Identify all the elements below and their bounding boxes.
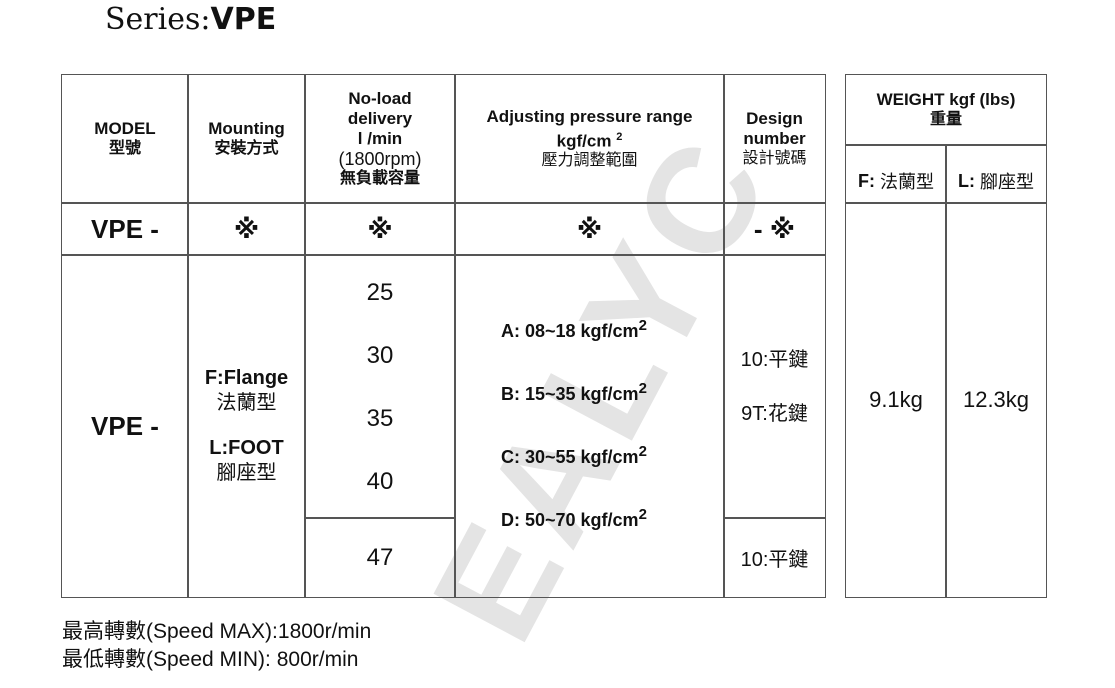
delivery-value: 30	[366, 341, 394, 369]
delivery-value: 35	[366, 404, 394, 432]
pressure-b: B: 15~35 kgf/cm2	[501, 360, 647, 423]
pressure-a: A: 08~18 kgf/cm2	[501, 297, 647, 360]
text: 腳座型	[216, 462, 277, 484]
series-label: Series:	[105, 2, 211, 37]
header-weight-l: L: 腳座型	[945, 144, 1047, 204]
speed-max: 最高轉數(Speed MAX):1800r/min	[62, 620, 372, 643]
design-extra: 10:平鍵	[723, 517, 826, 598]
pressure-d: D: 50~70 kgf/cm2	[501, 486, 647, 549]
body-model: VPE -	[61, 254, 189, 598]
body-mounting: F:Flange 法蘭型 L:FOOT 腳座型	[187, 254, 306, 598]
text: F:	[857, 170, 875, 191]
text: WEIGHT kgf (lbs)	[876, 90, 1016, 109]
code-model: VPE -	[61, 202, 189, 256]
weight-f-value: 9.1kg	[845, 202, 947, 598]
text: 重量	[929, 111, 962, 128]
header-weight: WEIGHT kgf (lbs) 重量	[845, 74, 1047, 146]
text: 法蘭型	[216, 392, 277, 414]
code-pressure: ※	[454, 202, 725, 256]
delivery-value: 25	[366, 278, 394, 306]
text: 設計號碼	[742, 150, 807, 167]
delivery-value: 40	[366, 467, 394, 495]
delivery-extra: 47	[304, 517, 456, 598]
body-deliveries: 25 30 35 40	[304, 254, 456, 519]
text: Adjusting pressure range	[486, 106, 693, 126]
text: l /min	[357, 129, 403, 148]
design-value: 9T:花鍵	[741, 402, 808, 425]
header-pressure: Adjusting pressure range kgf/cm 2 壓力調整範圍	[454, 74, 725, 204]
text: 無負載容量	[339, 170, 420, 187]
footnotes: 最高轉數(Speed MAX):1800r/min 最低轉數(Speed MIN…	[62, 618, 371, 674]
text: L:	[957, 170, 975, 191]
text: B: 15~35 kgf/cm	[501, 384, 639, 404]
design-value: 10:平鍵	[740, 348, 809, 371]
code-delivery: ※	[304, 202, 456, 256]
text: No-load	[348, 89, 412, 108]
header-model: MODEL 型號	[61, 74, 189, 204]
page-title: Series:VPE	[105, 2, 276, 37]
superscript: 2	[638, 443, 647, 460]
text: 腳座型	[980, 172, 1034, 192]
text: delivery	[347, 109, 413, 128]
code-mounting: ※	[187, 202, 306, 256]
code-design: - ※	[723, 202, 826, 256]
text: (1800rpm)	[338, 149, 422, 169]
pressure-c: C: 30~55 kgf/cm2	[501, 423, 647, 486]
superscript: 2	[616, 130, 623, 143]
text: C: 30~55 kgf/cm	[501, 447, 639, 467]
text: 法蘭型	[880, 172, 934, 192]
text: number	[743, 129, 806, 148]
header-design: Design number 設計號碼	[723, 74, 826, 204]
superscript: 2	[638, 380, 647, 397]
text: Design	[746, 109, 803, 128]
superscript: 2	[638, 317, 647, 334]
text: 壓力調整範圍	[541, 152, 638, 170]
header-mounting: Mounting 安裝方式	[187, 74, 306, 204]
text: 型號	[108, 140, 141, 157]
superscript: 2	[638, 506, 647, 523]
body-pressures: A: 08~18 kgf/cm2 B: 15~35 kgf/cm2 C: 30~…	[454, 254, 725, 598]
text: A: 08~18 kgf/cm	[501, 321, 639, 341]
header-weight-f: F: 法蘭型	[845, 144, 947, 204]
text: 安裝方式	[214, 140, 279, 157]
mounting-flange: F:Flange	[204, 367, 289, 389]
series-name: VPE	[210, 2, 277, 37]
text: MODEL	[94, 119, 156, 138]
text: D: 50~70 kgf/cm	[501, 510, 639, 530]
weight-l-value: 12.3kg	[945, 202, 1047, 598]
mounting-foot: L:FOOT	[209, 437, 284, 459]
speed-min: 最低轉數(Speed MIN): 800r/min	[62, 648, 359, 671]
text: Mounting	[208, 119, 285, 138]
header-delivery: No-load delivery l /min (1800rpm) 無負載容量	[304, 74, 456, 204]
text: kgf/cm	[556, 131, 612, 151]
body-designs: 10:平鍵 9T:花鍵	[723, 254, 826, 519]
